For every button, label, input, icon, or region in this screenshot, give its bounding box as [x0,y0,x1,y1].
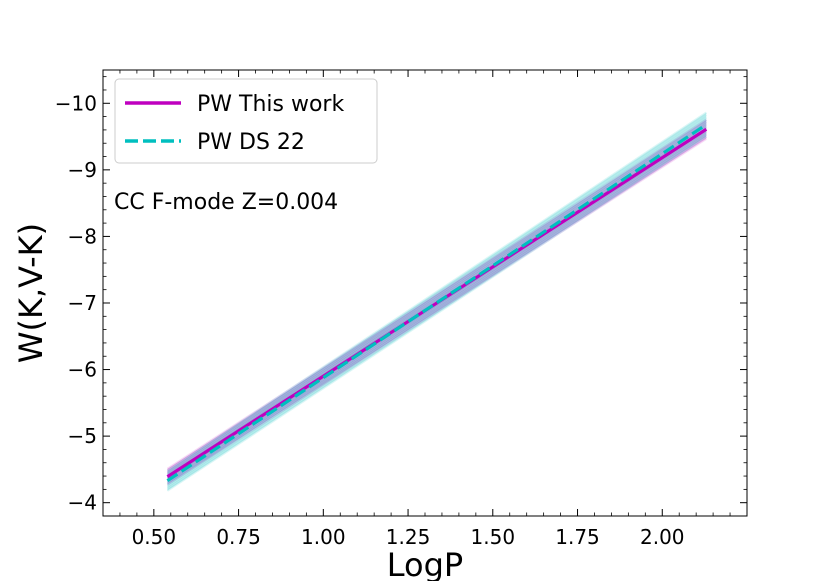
x-tick-label: 1.75 [555,525,600,549]
error-band-line-1 [166,133,707,490]
y-tick-label: −5 [68,424,97,448]
x-tick-label: 1.50 [471,525,516,549]
error-band-line-1 [166,114,707,474]
x-axis-label: LogP [387,546,463,581]
y-tick-label: −4 [68,491,97,515]
error-band-line-0 [166,134,707,483]
error-band-line-1 [166,111,707,472]
x-tick-label: 1.00 [301,525,346,549]
error-band-line-1 [166,135,707,492]
legend-label-ds22: PW DS 22 [197,130,305,155]
legend-label-this-work: PW This work [197,92,344,117]
y-tick-label: −8 [68,224,97,248]
x-tick-label: 0.50 [132,525,177,549]
y-tick-label: −10 [55,91,97,115]
error-band-line-0 [166,137,707,486]
error-band-line-0 [166,120,707,472]
error-band-line-0 [166,118,707,470]
error-band-line-0 [166,135,707,485]
y-tick-label: −7 [68,291,97,315]
series-lines [166,123,708,483]
panel-annotation: CC F-mode Z=0.004 [114,190,338,215]
error-band-line-1 [166,130,707,488]
x-tick-label: 0.75 [216,525,261,549]
axis-ticks [103,70,747,517]
error-band-line-0 [166,122,707,473]
tick-labels: 0.50 0.75 1.00 1.25 1.50 1.75 2.00 −4 −5 −6 −7 −8 −9… [55,91,685,549]
series-line-0 [166,127,708,479]
y-axis-label: W(K,V-K) [12,223,50,363]
y-tick-label: −9 [68,158,97,182]
legend: PW This work PW DS 22 [114,78,378,164]
y-tick-label: −6 [68,358,97,382]
series-line-1 [166,123,708,483]
x-tick-label: 2.00 [640,525,685,549]
error-band-line-1 [166,116,707,476]
x-tick-label: 1.25 [386,525,431,549]
